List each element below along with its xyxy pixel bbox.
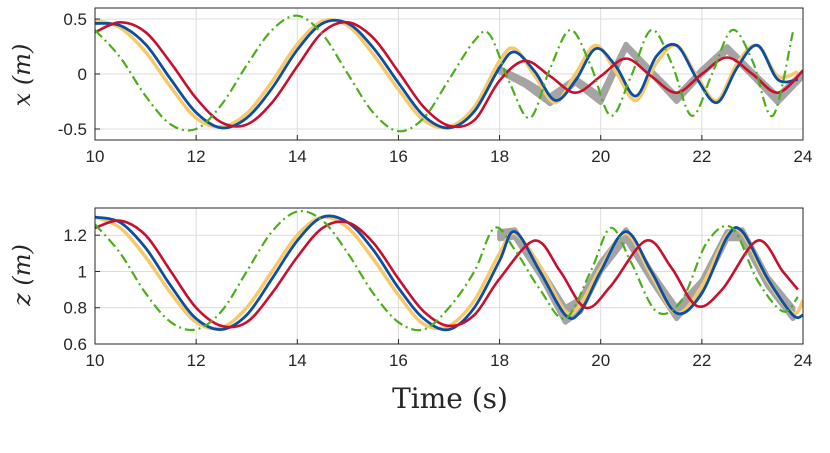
z-position-panel: 10 12 14 16 18 20 22 24 0.6 0.8 1 1.2	[63, 207, 813, 370]
x-tick-label: 24	[794, 147, 813, 166]
y-tick-label: -0.5	[58, 120, 87, 139]
series-line-blue	[95, 18, 799, 130]
x-tick-label: 20	[591, 147, 610, 166]
axes-frame	[94, 207, 804, 345]
x-tick-label: 12	[187, 351, 206, 370]
y-tick-label: 0.5	[63, 10, 87, 29]
x-axis-panel-ylabel: x (m)	[8, 44, 36, 107]
x-tick-label: 24	[794, 351, 813, 370]
x-tick-label: 14	[288, 351, 307, 370]
y-tick-label: 0	[78, 65, 87, 84]
series-line-red	[95, 20, 803, 129]
y-tick-label: 0.8	[63, 299, 87, 318]
x-tick-label: 16	[389, 147, 408, 166]
y-tick-label: 1	[78, 262, 87, 281]
x-tick-label: 22	[692, 351, 711, 370]
x-tick-label: 10	[86, 351, 105, 370]
x-tick-label: 16	[389, 351, 408, 370]
series-line-green-dash-dot	[95, 210, 799, 332]
time-axis-label: Time (s)	[392, 382, 508, 415]
x-tick-label: 14	[288, 147, 307, 166]
x-tick-label: 18	[490, 351, 509, 370]
x-tick-label: 20	[591, 351, 610, 370]
y-tick-label: 1.2	[63, 226, 87, 245]
x-tick-label: 12	[187, 147, 206, 166]
series-line-yellow	[95, 215, 803, 331]
x-tick-label: 22	[692, 147, 711, 166]
x-tick-label: 10	[86, 147, 105, 166]
z-axis-panel-ylabel: z (m)	[8, 244, 36, 307]
series-line-green-dash-dot	[95, 14, 794, 133]
x-tick-label: 18	[490, 147, 509, 166]
series-line-blue	[95, 214, 803, 332]
y-tick-label: 0.6	[63, 335, 87, 354]
x-position-panel: 10 12 14 16 18 20 22 24 -0.5 0 0.5	[58, 7, 813, 166]
